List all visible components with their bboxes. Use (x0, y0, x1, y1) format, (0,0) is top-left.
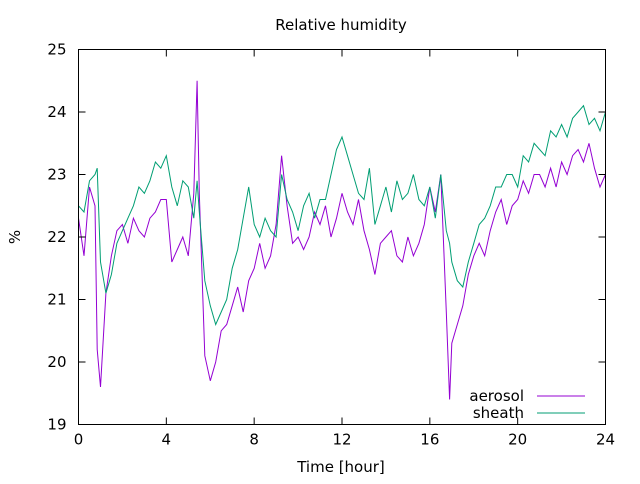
series-line-aerosol (78, 80, 606, 400)
plot-frame (78, 49, 606, 425)
y-axis-label: % (6, 230, 24, 244)
x-tick-label: 16 (420, 431, 439, 449)
x-axis-label: Time [hour] (296, 458, 385, 476)
y-tick-label: 22 (47, 228, 66, 246)
y-tick-label: 21 (47, 291, 66, 309)
chart-title: Relative humidity (275, 16, 407, 34)
x-tick-label: 4 (162, 431, 172, 449)
x-tick-label: 0 (74, 431, 84, 449)
plot-area (78, 80, 606, 400)
x-tick-label: 20 (508, 431, 527, 449)
axis-ticks: 0 4 8 12 16 20 24 19 20 21 22 23 24 25 (47, 41, 615, 449)
legend-label-aerosol: aerosol (469, 387, 524, 405)
series-line-sheath (78, 104, 606, 326)
y-tick-label: 23 (47, 166, 66, 184)
x-tick-label: 8 (249, 431, 259, 449)
y-tick-label: 19 (47, 416, 66, 434)
y-tick-label: 25 (47, 41, 66, 59)
y-tick-label: 20 (47, 353, 66, 371)
x-tick-label: 24 (596, 431, 615, 449)
x-tick-label: 12 (332, 431, 351, 449)
y-tick-label: 24 (47, 103, 66, 121)
legend-label-sheath: sheath (473, 404, 524, 422)
